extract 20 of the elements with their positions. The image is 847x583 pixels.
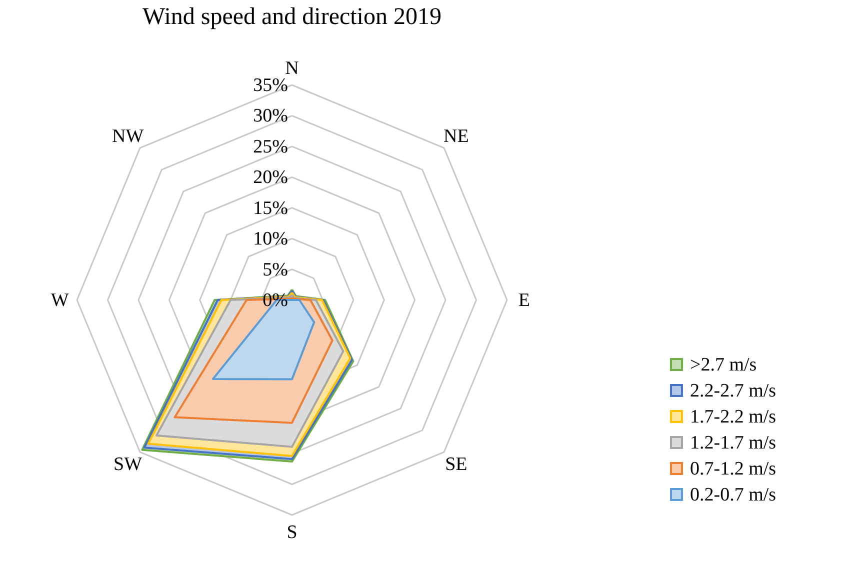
spoke-label: SE <box>445 454 468 476</box>
spoke-label: NE <box>444 126 469 147</box>
spoke-label: E <box>518 290 530 311</box>
legend-label: 0.7-1.2 m/s <box>690 458 776 480</box>
spoke-label: W <box>50 290 69 311</box>
spoke-label: SW <box>114 454 142 476</box>
legend-label: >2.7 m/s <box>690 354 757 376</box>
spoke-label: NW <box>112 126 144 147</box>
legend-label: 1.7-2.2 m/s <box>690 406 776 428</box>
y-tick-label: 15% <box>253 198 288 219</box>
y-tick-label: 30% <box>253 106 288 127</box>
legend-label: 2.2-2.7 m/s <box>690 380 776 402</box>
y-tick-label: 20% <box>253 167 288 188</box>
spoke-label: S <box>286 522 298 544</box>
chart-title: Wind speed and direction 2019 <box>142 4 442 30</box>
y-tick-label: 10% <box>253 228 288 250</box>
y-tick-label: 25% <box>253 136 288 158</box>
y-tick-label: 5% <box>262 259 288 280</box>
legend-label: 1.2-1.7 m/s <box>690 432 776 454</box>
legend-label: 0.2-0.7 m/s <box>690 484 776 506</box>
